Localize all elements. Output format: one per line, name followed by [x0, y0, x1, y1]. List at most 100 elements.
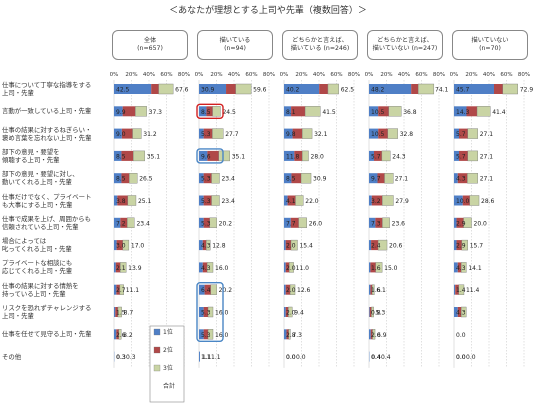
- row-label-5: 仕事だけでなく、プライベート も大事にする上司・先輩: [2, 193, 106, 209]
- bar-rank2: [455, 284, 459, 295]
- bar-rank1: [114, 195, 118, 206]
- data-label-rank1: 4.3: [456, 176, 466, 183]
- data-label-total: 11.4: [466, 287, 480, 294]
- data-label-total: 74.1: [435, 87, 449, 94]
- bar-rank3: [122, 239, 130, 251]
- data-label-total: 23.4: [221, 198, 235, 205]
- data-label-rank1: 4.3: [456, 265, 466, 272]
- data-label-rank1: 48.2: [371, 87, 385, 94]
- tick-label: 40%: [398, 72, 410, 78]
- data-label-rank1: 3.2: [371, 198, 381, 205]
- panel-header-line: どちらかと言えば、: [377, 37, 433, 44]
- bar-rank1: [114, 128, 122, 139]
- bar-rank3: [288, 329, 291, 340]
- tick-label: 80%: [263, 72, 275, 78]
- bar-rank2: [203, 128, 213, 139]
- panel-header-line: (n=70): [479, 45, 501, 52]
- bar-rank2: [285, 307, 289, 317]
- data-label-total: 0.3: [116, 354, 126, 361]
- data-label-total: 17.0: [131, 243, 145, 250]
- bar-rank2: [203, 195, 212, 206]
- bar-rank1: [369, 84, 412, 94]
- bar-rank3: [119, 284, 124, 295]
- data-label-rank1: 0.8: [371, 310, 381, 317]
- bar-rank3: [458, 284, 465, 295]
- data-label-total: 72.9: [520, 87, 534, 94]
- bar-rank2: [116, 329, 119, 340]
- bar-rank2: [203, 173, 212, 184]
- bar-rank3: [210, 284, 217, 295]
- bar-rank3: [461, 262, 467, 273]
- data-label-rank1: 0.3: [116, 354, 126, 361]
- bar-rank3: [206, 262, 214, 273]
- bar-rank2: [151, 84, 159, 94]
- bar-rank3: [382, 217, 390, 229]
- tick-label: 0%: [195, 72, 204, 78]
- data-label-total: 41.4: [492, 109, 506, 116]
- row-label-line: 上司・先輩: [2, 89, 34, 97]
- bar-rank3: [302, 128, 313, 139]
- bar-rank2: [371, 240, 379, 251]
- panel-header-line: どちらかと言えば、: [292, 37, 348, 44]
- bar-rank3: [120, 262, 127, 273]
- data-label-total: 37.3: [149, 109, 163, 116]
- bar-rank1: [369, 240, 372, 251]
- tick-label: 20%: [380, 72, 392, 78]
- data-label-total: 24.3: [392, 153, 406, 160]
- bar-rank1: [369, 329, 371, 340]
- legend-swatch-1: [153, 346, 161, 354]
- bar-rank2: [369, 307, 372, 317]
- bar-rank1: [199, 351, 200, 362]
- bar-rank2: [370, 284, 373, 295]
- panel-header-2: どちらかと言えば、 描いている (n=246): [282, 30, 358, 60]
- row-label-line: 仕事で成果を上げ、周囲からも: [2, 214, 92, 223]
- data-label-total: 11.1: [126, 287, 140, 294]
- bar-rank2: [202, 262, 208, 273]
- bar-rank2: [371, 195, 383, 206]
- data-label-total: 27.1: [480, 131, 494, 138]
- bar-rank3: [288, 306, 293, 318]
- row-label-12: その他: [2, 353, 106, 361]
- row-label-line: 上司・先輩: [2, 312, 34, 320]
- data-label-total: 15.4: [299, 243, 313, 250]
- data-label-total: 32.1: [314, 131, 328, 138]
- data-label-rank1: 7.2: [116, 220, 126, 227]
- data-label-rank1: 2.6: [116, 332, 126, 339]
- data-label-rank1: 30.9: [201, 87, 215, 94]
- bar-rank1: [369, 106, 379, 117]
- bar-rank1: [199, 195, 204, 206]
- bar-rank1: [199, 106, 207, 117]
- bar-rank3: [387, 128, 398, 139]
- bar-rank1: [199, 284, 205, 295]
- bar-rank2: [285, 240, 291, 251]
- data-label-total: 8.7: [124, 310, 134, 317]
- bar-rank3: [135, 106, 147, 117]
- bar-rank2: [458, 128, 468, 139]
- bar-rank3: [381, 150, 391, 162]
- data-label-rank1: 4.3: [201, 265, 211, 272]
- bar-rank1: [199, 307, 204, 317]
- bar-rank1: [114, 106, 123, 117]
- tick-label: 20%: [210, 72, 222, 78]
- data-label-rank1: 9.8: [286, 131, 296, 138]
- data-label-rank1: 10.5: [371, 109, 385, 116]
- bar-rank3: [133, 150, 145, 162]
- bar-rank3: [289, 262, 294, 273]
- data-label-rank1: 5.3: [201, 198, 211, 205]
- data-label-total: 41.5: [322, 109, 336, 116]
- panel-header-line: 描いていない (n=247): [372, 45, 438, 52]
- legend-box: [149, 325, 185, 403]
- bar-rank2: [121, 128, 133, 139]
- data-label-total: 5.3: [376, 310, 386, 317]
- data-label-total: 0.4: [371, 354, 381, 361]
- bar-rank1: [114, 240, 117, 251]
- data-label-rank1: 5.7: [456, 153, 466, 160]
- tick-label: 80%: [348, 72, 360, 78]
- row-label-6: 仕事で成果を上げ、周囲からも 信頼されている上司・先輩: [2, 215, 106, 231]
- bar-rank3: [298, 217, 307, 229]
- bar-rank1: [454, 217, 457, 228]
- data-label-total: 35.1: [147, 153, 161, 160]
- data-label-extra: 0.0: [466, 354, 476, 361]
- bar-rank3: [327, 83, 339, 95]
- data-label-rank1: 1.1: [201, 354, 211, 361]
